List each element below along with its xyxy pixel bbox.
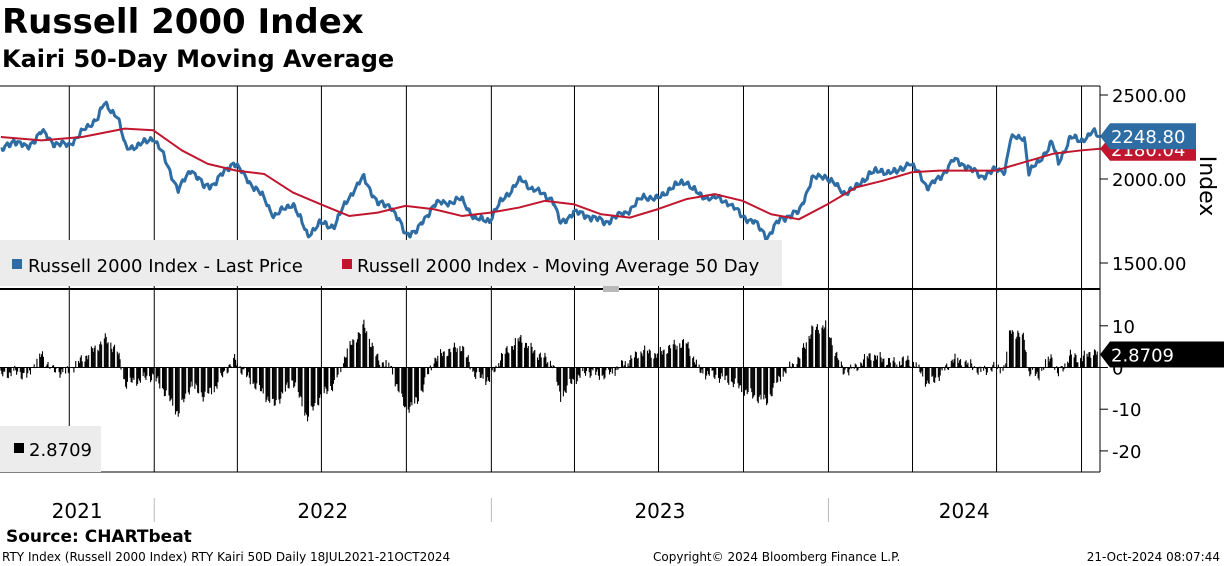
moving-average-series-line bbox=[0, 127, 1101, 221]
y-tick-label: -10 bbox=[1112, 400, 1141, 421]
x-axis: 2021 2022 2023 2024 bbox=[52, 498, 990, 523]
tag-shape bbox=[1100, 123, 1196, 150]
y-tick-label: 1500.00 bbox=[1112, 254, 1186, 275]
y-tick-label: 0 bbox=[1112, 359, 1123, 380]
footer-copyright: Copyright© 2024 Bloomberg Finance L.P. bbox=[653, 550, 901, 564]
y-axis-title: Index bbox=[1194, 156, 1219, 217]
footer-security-info: RTY Index (Russell 2000 Index) RTY Kairi… bbox=[2, 550, 451, 564]
y-tick-label: 2500.00 bbox=[1112, 86, 1186, 107]
lower-legend: 2.8709 bbox=[0, 426, 101, 472]
last-value-price: 2248.80 bbox=[1111, 127, 1185, 148]
last-value-tag-price: 2248.80 bbox=[1100, 123, 1196, 150]
x-tick-label-year: 2022 bbox=[297, 499, 348, 523]
x-tick-label-year: 2023 bbox=[634, 499, 685, 523]
legend-swatch-price bbox=[12, 259, 22, 269]
legend-label-kairi: 2.8709 bbox=[29, 440, 92, 461]
chart-subtitle: Kairi 50-Day Moving Average bbox=[2, 45, 395, 73]
y-tick-label: 2000.00 bbox=[1112, 170, 1186, 191]
panel-splitter-handle bbox=[603, 286, 619, 292]
x-tick-label-year: 2021 bbox=[52, 499, 103, 523]
last-value-tag-kairi: 2.8709 bbox=[1100, 341, 1224, 368]
lower-y-axis: 10 0 -10 -20 bbox=[1100, 317, 1141, 463]
kairi-bars bbox=[0, 319, 1101, 422]
x-tick-label-year: 2024 bbox=[939, 499, 990, 523]
legend-label-moving-average: Russell 2000 Index - Moving Average 50 D… bbox=[357, 256, 760, 277]
price-series-line bbox=[0, 100, 1101, 242]
last-value-kairi: 2.8709 bbox=[1111, 346, 1174, 367]
upper-legend: Russell 2000 Index - Last Price Russell 2… bbox=[0, 240, 782, 286]
upper-y-axis: 2500.00 2000.00 1500.00 bbox=[1100, 86, 1186, 275]
legend-label-price: Russell 2000 Index - Last Price bbox=[28, 256, 303, 277]
legend-swatch-kairi bbox=[14, 443, 24, 453]
footer-timestamp: 21-Oct-2024 08:07:44 bbox=[1086, 550, 1220, 564]
legend-swatch-moving-average bbox=[342, 259, 352, 269]
tag-shape bbox=[1100, 341, 1224, 368]
source-note: Source: CHARTbeat bbox=[6, 527, 192, 547]
y-tick-label: -20 bbox=[1112, 442, 1141, 463]
legend-background bbox=[0, 240, 782, 286]
y-tick-label: 10 bbox=[1112, 317, 1135, 338]
chart-title: Russell 2000 Index bbox=[2, 2, 364, 42]
